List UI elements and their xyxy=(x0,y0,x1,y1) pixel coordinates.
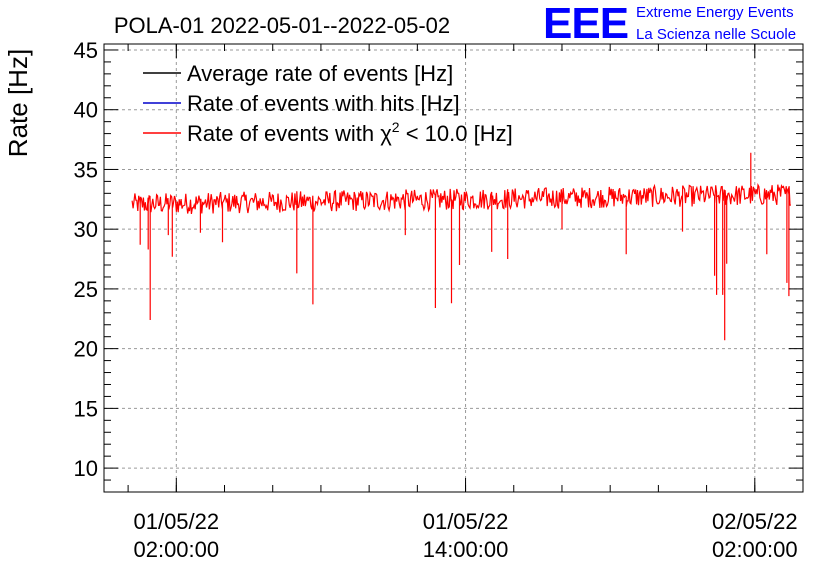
y-tick-label: 25 xyxy=(74,277,98,302)
chart-title: POLA-01 2022-05-01--2022-05-02 xyxy=(114,13,450,38)
legend-label: Average rate of events [Hz] xyxy=(187,61,453,86)
plot-frame xyxy=(103,43,804,493)
series-line xyxy=(131,152,791,341)
eee-logo: EEE Extreme Energy Events La Scienza nel… xyxy=(543,0,796,48)
x-tick-label-date: 01/05/22 xyxy=(133,509,219,534)
y-tick-label: 10 xyxy=(74,456,98,481)
y-tick-label: 30 xyxy=(74,217,98,242)
y-tick-label: 40 xyxy=(74,98,98,123)
eee-logo-line2: La Scienza nelle Scuole xyxy=(636,26,796,43)
legend-label: Rate of events with χ2 < 10.0 [Hz] xyxy=(187,119,513,146)
y-tick-label: 15 xyxy=(74,396,98,421)
x-tick-label-date: 01/05/22 xyxy=(423,509,509,534)
x-tick-label-date: 02/05/22 xyxy=(712,509,798,534)
legend-label: Rate of events with hits [Hz] xyxy=(187,91,460,116)
y-tick-label: 20 xyxy=(74,337,98,362)
legend: Average rate of events [Hz] Rate of event… xyxy=(143,61,513,146)
eee-logo-line1: Extreme Energy Events xyxy=(636,4,794,21)
grid xyxy=(104,44,803,492)
x-tick-label-time: 14:00:00 xyxy=(423,537,509,562)
eee-logo-mark: EEE xyxy=(543,0,628,48)
y-tick-label: 35 xyxy=(74,157,98,182)
x-tick-label-time: 02:00:00 xyxy=(133,537,219,562)
series-chi2-rate xyxy=(131,152,791,341)
y-axis-label: Rate [Hz] xyxy=(3,49,33,157)
y-tick-label: 45 xyxy=(74,38,98,63)
axes: 10 15 20 25 30 35 40 45 01/05/22 02:00:00 01/05/22… xyxy=(74,38,804,562)
x-tick-label-time: 02:00:00 xyxy=(712,537,798,562)
